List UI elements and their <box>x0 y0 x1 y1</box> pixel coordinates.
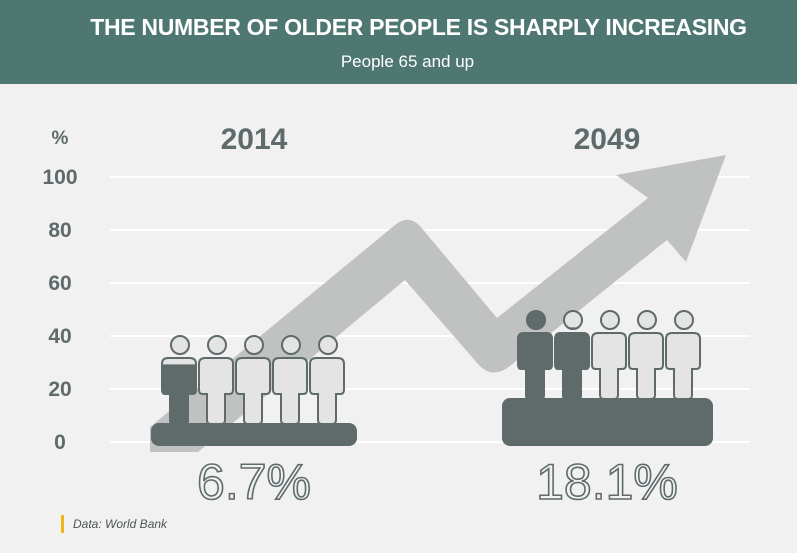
person-head-icon <box>318 335 338 355</box>
year-label: 2014 <box>221 123 288 156</box>
person-figure <box>272 335 308 425</box>
person-body-icon <box>198 357 234 425</box>
person-head-icon <box>674 310 694 330</box>
y-tick-label: 20 <box>48 378 71 401</box>
header-banner: THE NUMBER OF OLDER PEOPLE IS SHARPLY IN… <box>0 0 797 84</box>
person-figure <box>591 310 627 400</box>
person-body-icon <box>591 332 627 400</box>
y-tick-label: 60 <box>48 272 71 295</box>
chart-subtitle: People 65 and up <box>340 52 475 71</box>
y-tick-label: 0 <box>54 431 66 454</box>
person-figure <box>309 335 345 425</box>
pedestal <box>502 398 713 446</box>
chart-title: THE NUMBER OF OLDER PEOPLE IS SHARPLY IN… <box>90 14 747 40</box>
person-figure <box>554 310 590 400</box>
person-figure <box>628 310 664 400</box>
person-head-icon <box>170 335 190 355</box>
value-label: 6.7% <box>197 454 311 510</box>
trend-arrow-icon <box>150 155 726 452</box>
person-head-icon <box>244 335 264 355</box>
group-2014: 2014 6.7% <box>151 123 357 511</box>
y-tick-label: 40 <box>48 325 71 348</box>
person-fill <box>555 327 590 399</box>
person-body-icon <box>272 357 308 425</box>
group-2049: 2049 18.1% <box>502 123 713 511</box>
person-head-icon <box>563 310 583 330</box>
pedestal <box>151 423 357 446</box>
person-body-icon <box>309 357 345 425</box>
person-figure <box>198 335 234 425</box>
person-body-icon <box>628 332 664 400</box>
person-figure <box>161 335 197 425</box>
person-body-icon <box>665 332 701 400</box>
person-fill <box>162 364 197 425</box>
y-axis-label: % <box>52 128 69 149</box>
year-label: 2049 <box>574 123 641 156</box>
person-figure <box>235 335 271 425</box>
y-axis: % 0 20 40 60 80 100 <box>42 128 77 454</box>
y-tick-label: 100 <box>42 166 77 189</box>
y-tick-label: 80 <box>48 219 71 242</box>
person-head-icon <box>600 310 620 330</box>
value-label: 18.1% <box>536 454 678 510</box>
person-head-icon <box>281 335 301 355</box>
person-head-icon <box>207 335 227 355</box>
person-body-icon <box>235 357 271 425</box>
person-figure <box>517 310 553 400</box>
source-note: Data: World Bank <box>61 515 167 533</box>
person-fill <box>518 311 553 399</box>
person-figure <box>665 310 701 400</box>
person-head-icon <box>637 310 657 330</box>
